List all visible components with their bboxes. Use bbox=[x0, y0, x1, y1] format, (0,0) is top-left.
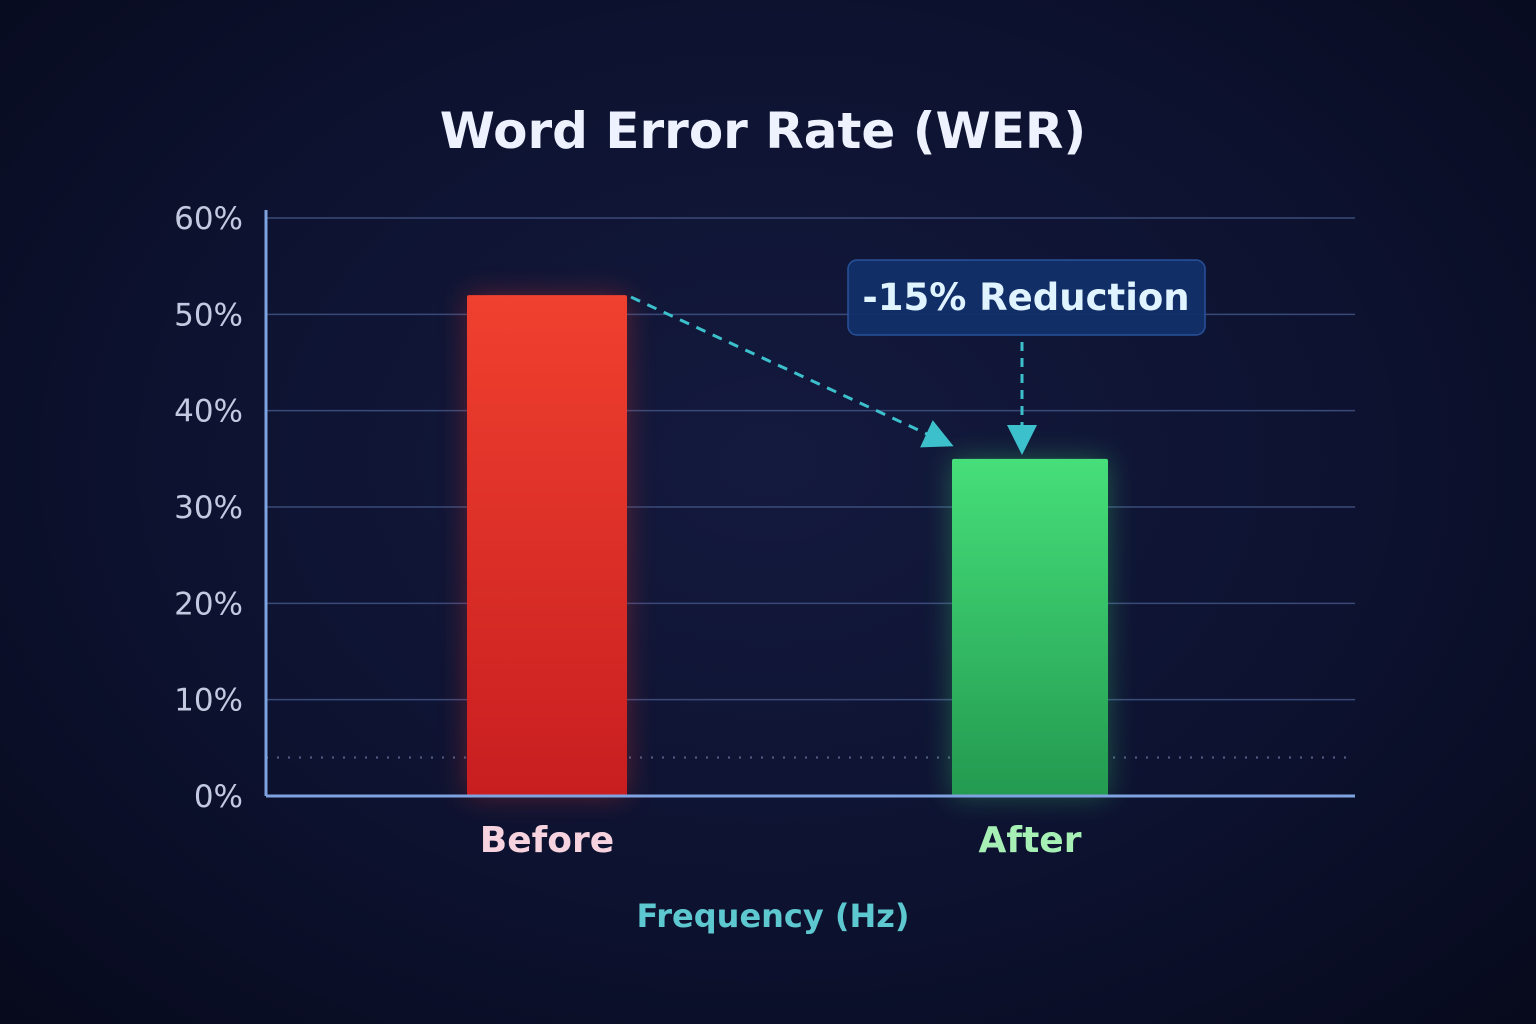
chart-title: Word Error Rate (WER) bbox=[440, 102, 1086, 160]
annotation-box bbox=[847, 259, 1206, 336]
trend-arrow bbox=[630, 295, 954, 448]
y-tick-label: 60% bbox=[174, 201, 243, 237]
annotation-group: -15% Reduction bbox=[630, 259, 1206, 455]
y-tick-label: 30% bbox=[174, 490, 243, 526]
x-category-label: Before bbox=[480, 820, 614, 861]
bar-after bbox=[952, 458, 1108, 796]
x-axis-categories: Before After bbox=[480, 820, 1082, 861]
gridlines bbox=[266, 217, 1355, 759]
y-tick-label: 20% bbox=[174, 586, 243, 622]
y-axis-ticks: 0% 10% 20% 30% 40% 50% 60% bbox=[174, 201, 243, 815]
y-tick-label: 0% bbox=[194, 779, 243, 815]
y-tick-label: 10% bbox=[174, 683, 243, 719]
bar-before bbox=[467, 295, 627, 796]
x-axis-label: Frequency (Hz) bbox=[636, 897, 909, 935]
bars bbox=[467, 295, 1108, 796]
y-tick-label: 50% bbox=[174, 297, 243, 333]
x-category-label: After bbox=[979, 820, 1082, 861]
y-tick-label: 40% bbox=[174, 394, 243, 430]
annotation-label: -15% Reduction bbox=[862, 276, 1189, 319]
